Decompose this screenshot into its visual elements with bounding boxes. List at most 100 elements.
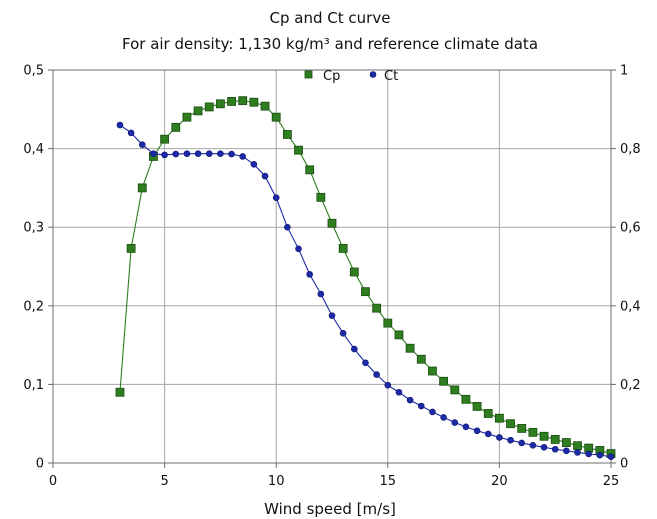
x-tick-label: 0 [49, 474, 57, 489]
series-ct-point [205, 150, 213, 158]
series-ct-point [138, 141, 146, 148]
series-ct-point [507, 436, 514, 444]
series-ct-point [116, 121, 124, 129]
series-cp-point [305, 165, 315, 175]
legend-cp-label: Cp [323, 69, 340, 84]
series-ct-point [551, 445, 559, 453]
y2-tick-label: 0,8 [620, 142, 641, 157]
plot-border [52, 69, 612, 464]
x-tick-label: 20 [491, 474, 508, 489]
series-ct-point [150, 150, 157, 158]
y2-tick-label: 0 [620, 457, 628, 472]
y2-tick-label: 0,6 [620, 221, 641, 236]
legend: Cp Ct [304, 69, 398, 84]
series-ct-point [339, 330, 347, 337]
series-cp-point [238, 96, 248, 106]
plot-frame [52, 69, 612, 464]
series-ct-point [484, 430, 492, 438]
series-cp-point [327, 218, 337, 228]
series-cp-point [405, 343, 415, 353]
series-cp-point [416, 354, 426, 364]
series-cp-point [550, 435, 560, 444]
series-ct [116, 121, 615, 461]
series-cp-point [461, 394, 471, 404]
series-ct-point [496, 434, 503, 441]
series-cp-point [260, 101, 270, 111]
series-ct-point [406, 396, 414, 404]
series-cp-point [450, 385, 460, 395]
series-ct-point [228, 150, 235, 158]
x-tick-label: 25 [603, 474, 620, 489]
series-ct-point [529, 442, 537, 449]
series-ct-point [217, 150, 224, 158]
series-ct-point [127, 129, 135, 137]
series-ct-point [172, 150, 180, 158]
series-cp-point [316, 192, 326, 202]
series-ct-point [596, 451, 604, 459]
series-cp-point [528, 427, 538, 437]
series-ct-point [462, 423, 470, 431]
series-cp-point [517, 424, 527, 433]
series-ct-point [395, 388, 403, 396]
series-ct-point [429, 408, 436, 416]
x-tick-label: 5 [160, 474, 168, 489]
series-ct-point [585, 450, 592, 458]
legend-cp-marker-icon [304, 70, 313, 79]
y-tick-label: 0,4 [23, 142, 44, 157]
series-ct-point [473, 427, 481, 435]
y2-tick-label: 0,4 [620, 299, 641, 314]
series-cp-point [539, 431, 549, 441]
y2-axis-ticks: 0 0,2 0,4 0,6 0,8 1 [611, 64, 641, 472]
y2-tick-label: 0,2 [620, 378, 641, 393]
series-cp-point [372, 303, 382, 313]
series-cp-point [361, 287, 370, 297]
series-cp-point [483, 409, 493, 418]
x-tick-label: 10 [268, 474, 285, 489]
series-cp-point [249, 97, 259, 107]
y2-tick-label: 1 [620, 64, 628, 79]
series-ct-point [540, 443, 548, 451]
series-cp-point [126, 244, 136, 253]
legend-ct-marker-icon [369, 71, 377, 78]
series-cp-point [394, 330, 404, 340]
series-cp-point [137, 183, 147, 193]
chart-subtitle: For air density: 1,130 kg/m³ and referen… [122, 35, 538, 53]
series-cp-point [282, 130, 292, 139]
x-axis-ticks: 0 5 10 15 20 25 [49, 463, 619, 489]
y-tick-label: 0,3 [23, 221, 44, 236]
series-cp-point [227, 97, 236, 106]
series-ct-point [518, 439, 526, 447]
series-ct-point [384, 381, 392, 389]
series-cp-point [428, 366, 437, 376]
series-ct-point [284, 223, 291, 231]
series-ct-point [261, 172, 269, 180]
series-cp [115, 96, 616, 458]
series-ct-point [317, 290, 325, 298]
series-ct-point [239, 153, 247, 160]
series-ct-point [328, 312, 336, 319]
series-ct-point [373, 371, 380, 378]
series-cp-point [439, 376, 449, 386]
series-ct-point [295, 245, 302, 253]
series-cp-point [182, 112, 192, 122]
series-ct-point [272, 194, 280, 202]
series-cp-point [494, 413, 504, 423]
series-cp-point [204, 102, 214, 112]
series-ct-point [607, 453, 615, 461]
chart-title: Cp and Ct curve [270, 9, 391, 27]
grid-lines [53, 70, 611, 463]
series-ct-point [183, 150, 191, 158]
series-ct-point [250, 161, 258, 168]
series-cp-point [115, 387, 125, 397]
series-ct-point [351, 345, 358, 353]
series-ct-point [161, 151, 168, 159]
y-tick-label: 0,1 [23, 378, 44, 393]
series-ct-point [362, 359, 369, 367]
series-layer [115, 96, 616, 461]
series-ct-point [440, 414, 447, 421]
series-cp-point [472, 402, 482, 411]
series-cp-point [193, 106, 203, 116]
series-ct-point [563, 447, 570, 455]
series-cp-point [338, 244, 348, 253]
